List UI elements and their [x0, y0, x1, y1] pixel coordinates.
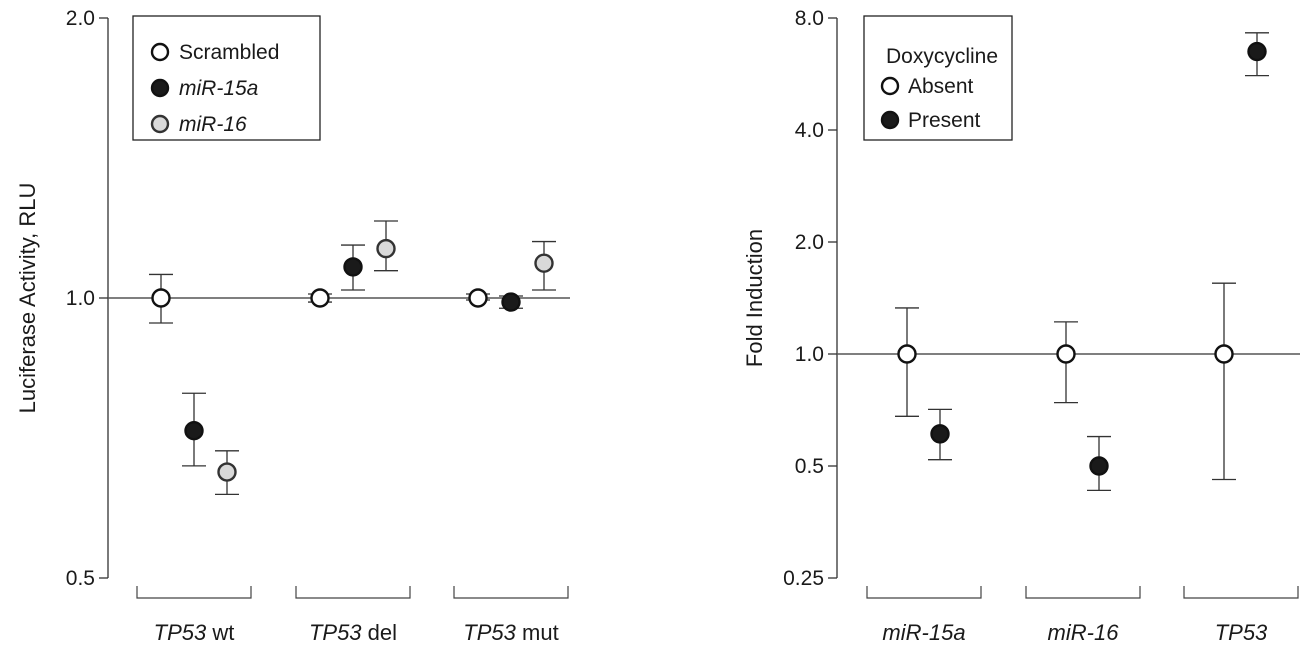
legend-marker — [880, 76, 900, 96]
y-tick-label: 8.0 — [795, 7, 824, 30]
legend-marker — [150, 114, 170, 134]
x-category-label: TP53 wt — [154, 620, 235, 645]
data-point-scrambled — [151, 288, 171, 308]
y-tick-label: 0.25 — [783, 567, 824, 590]
data-point-mir-15a — [184, 421, 204, 441]
data-point-mir-16 — [534, 253, 554, 273]
x-category-label: TP53 mut — [463, 620, 558, 645]
data-point-mir-16 — [376, 238, 396, 259]
chart-panel-1: 0.5 1.0 2.0 Luciferase Activity, RLU TP53 wt… — [15, 7, 570, 645]
data-point-present — [1247, 41, 1267, 62]
x-category-label: TP53 — [1215, 620, 1268, 645]
y-axis-title: Fold Induction — [742, 229, 767, 367]
x-category-label: miR-16 — [1048, 620, 1120, 645]
data-point-mir-16 — [217, 462, 237, 482]
category-bracket — [1025, 586, 1141, 599]
y-axis-title: Luciferase Activity, RLU — [15, 183, 40, 414]
category-bracket — [295, 586, 411, 599]
legend-marker — [150, 42, 170, 62]
y-tick-label: 0.5 — [66, 567, 95, 590]
legend-label: Scrambled — [179, 41, 279, 64]
x-category-label: TP53 del — [309, 620, 397, 645]
y-tick-label: 1.0 — [66, 287, 95, 310]
legend-label: Absent — [908, 75, 974, 98]
legend-label: Present — [908, 109, 981, 132]
data-point-scrambled — [468, 288, 488, 308]
data-point-absent — [1056, 344, 1076, 364]
data-point-scrambled — [310, 288, 330, 308]
y-tick-label: 0.5 — [795, 455, 824, 478]
y-tick-label: 2.0 — [66, 7, 95, 30]
category-bracket — [1183, 586, 1299, 599]
y-tick-label: 1.0 — [795, 343, 824, 366]
legend-label: miR-15a — [179, 77, 258, 100]
legend-title: Doxycycline — [886, 45, 998, 68]
y-tick-label: 2.0 — [795, 231, 824, 254]
legend-marker — [150, 78, 170, 98]
legend: Scrambled miR-15a miR-16 — [132, 15, 321, 141]
data-point-present — [1089, 456, 1109, 476]
legend: Doxycycline Absent Present — [863, 15, 1013, 141]
data-point-mir-15a — [343, 257, 363, 277]
chart-panel-2: 0.25 0.5 1.0 2.0 4.0 8.0 Fold Induction miR-15a… — [742, 7, 1300, 645]
data-point-present — [930, 424, 950, 444]
data-point-absent — [897, 344, 917, 364]
category-bracket — [453, 586, 569, 599]
category-bracket — [136, 586, 252, 599]
x-category-label: miR-15a — [882, 620, 965, 645]
legend-marker — [880, 110, 900, 130]
data-point-absent — [1214, 344, 1234, 364]
y-tick-label: 4.0 — [795, 119, 824, 142]
legend-label: miR-16 — [179, 113, 247, 136]
data-point-mir-15a — [501, 292, 521, 312]
category-bracket — [866, 586, 982, 599]
